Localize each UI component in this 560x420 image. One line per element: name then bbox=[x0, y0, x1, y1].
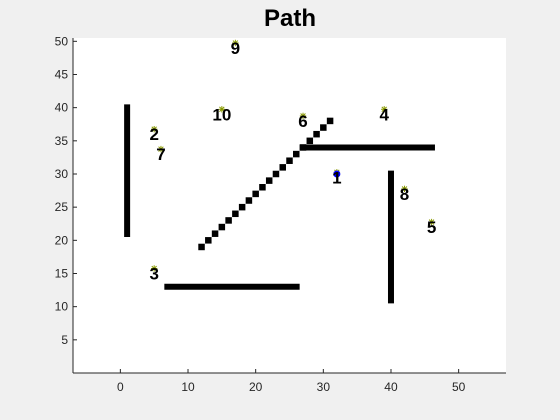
x-tick-label-40: 40 bbox=[384, 380, 398, 394]
obstacle-walls bbox=[124, 104, 435, 304]
diagonal-block-19 bbox=[320, 124, 327, 131]
diagonal-block-2 bbox=[205, 237, 212, 244]
waypoint-markers bbox=[150, 39, 435, 272]
waypoint-marker-5 bbox=[428, 218, 435, 226]
marker-stroke bbox=[428, 219, 435, 225]
waypoint-marker-8 bbox=[401, 185, 408, 193]
waypoint-marker-7 bbox=[157, 145, 165, 153]
diagonal-block-15 bbox=[293, 150, 300, 158]
diagonal-block-11 bbox=[265, 177, 273, 184]
waypoint-marker-9 bbox=[232, 39, 239, 47]
waypoint-label-4: 4 bbox=[379, 105, 389, 124]
waypoint-marker-10 bbox=[218, 106, 226, 113]
waypoint-label-2: 2 bbox=[149, 125, 158, 144]
diagonal-block-7 bbox=[238, 203, 246, 211]
waypoint-labels: 1 2 3 4 5 6 7 8 9 10 bbox=[149, 39, 436, 284]
marker-stroke bbox=[232, 40, 239, 46]
chart-title: Path bbox=[264, 5, 316, 32]
y-tick-label-30: 30 bbox=[55, 167, 69, 181]
marker-stroke bbox=[300, 113, 306, 119]
plot-area bbox=[73, 38, 506, 373]
start-point-marker bbox=[333, 170, 341, 178]
y-tick-label-35: 35 bbox=[55, 134, 69, 148]
y-tick-label-20: 20 bbox=[55, 233, 69, 247]
waypoint-label-7: 7 bbox=[156, 145, 165, 164]
y-tick-label-15: 15 bbox=[55, 266, 69, 280]
x-tick-label-50: 50 bbox=[452, 380, 466, 394]
waypoint-marker-4 bbox=[381, 106, 388, 113]
waypoint-label-1: 1 bbox=[332, 168, 341, 187]
marker-stroke bbox=[219, 106, 225, 113]
diagonal-obstacle bbox=[198, 117, 334, 251]
y-tick-label-10: 10 bbox=[55, 300, 69, 314]
diagonal-block-3 bbox=[211, 230, 219, 237]
waypoint-marker-2 bbox=[150, 125, 158, 133]
marker-stroke bbox=[381, 106, 387, 113]
waypoint-label-5: 5 bbox=[427, 218, 436, 237]
waypoint-label-6: 6 bbox=[298, 112, 307, 131]
diagonal-block-18 bbox=[313, 130, 320, 138]
marker-stroke bbox=[401, 186, 408, 192]
diagonal-block-1 bbox=[198, 243, 205, 251]
y-tick-label-40: 40 bbox=[55, 101, 69, 115]
diagonal-block-10 bbox=[259, 184, 266, 191]
x-tick-label-30: 30 bbox=[317, 380, 331, 394]
waypoint-label-8: 8 bbox=[400, 185, 409, 204]
x-tick-label-0: 0 bbox=[117, 380, 124, 394]
x-tick-label-10: 10 bbox=[181, 380, 195, 394]
y-tick-label-5: 5 bbox=[61, 333, 68, 347]
marker-stroke bbox=[151, 126, 157, 132]
marker-stroke bbox=[151, 265, 157, 272]
waypoint-marker-6 bbox=[299, 112, 307, 120]
waypoint-label-10: 10 bbox=[212, 105, 231, 124]
diagonal-block-13 bbox=[279, 164, 286, 171]
diagonal-block-5 bbox=[225, 217, 232, 224]
waypoint-label-3: 3 bbox=[149, 264, 158, 283]
waypoint-marker-3 bbox=[150, 265, 158, 272]
y-tick-label-45: 45 bbox=[55, 67, 69, 81]
y-tick-label-50: 50 bbox=[55, 34, 69, 48]
marker-stroke bbox=[158, 146, 164, 152]
y-tick-label-25: 25 bbox=[55, 200, 69, 214]
diagonal-block-14 bbox=[286, 157, 293, 164]
diagonal-block-6 bbox=[232, 210, 239, 218]
x-tick-label-20: 20 bbox=[249, 380, 263, 394]
diagonal-block-20 bbox=[326, 117, 334, 125]
waypoint-label-9: 9 bbox=[231, 39, 240, 58]
diagonal-block-8 bbox=[245, 197, 253, 204]
diagonal-block-17 bbox=[306, 137, 314, 145]
diagonal-block-16 bbox=[299, 144, 307, 151]
diagonal-block-12 bbox=[272, 170, 280, 178]
diagonal-block-4 bbox=[218, 223, 226, 231]
diagonal-block-9 bbox=[252, 190, 259, 198]
